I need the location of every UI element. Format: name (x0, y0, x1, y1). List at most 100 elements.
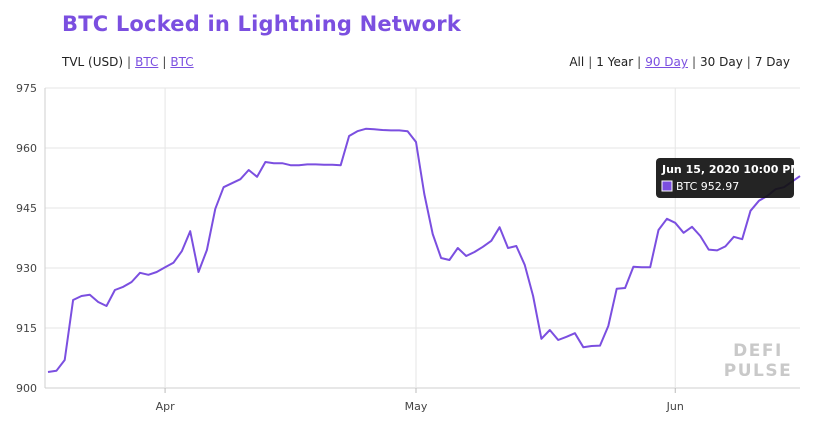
data-point[interactable] (473, 250, 477, 254)
data-point[interactable] (205, 248, 209, 252)
data-point[interactable] (171, 261, 175, 265)
data-point[interactable] (523, 263, 527, 267)
data-point[interactable] (46, 370, 50, 374)
tab-tvl-usd[interactable]: TVL (USD) (62, 55, 124, 69)
data-point[interactable] (673, 221, 677, 225)
data-point[interactable] (364, 127, 368, 131)
data-point[interactable] (623, 286, 627, 290)
data-point[interactable] (155, 270, 159, 274)
data-point[interactable] (723, 244, 727, 248)
data-point[interactable] (631, 265, 635, 269)
data-point[interactable] (431, 232, 435, 236)
data-point[interactable] (297, 163, 301, 167)
data-point[interactable] (355, 129, 359, 133)
data-point[interactable] (347, 134, 351, 138)
separator: | (691, 55, 697, 69)
range-all[interactable]: All (569, 55, 585, 69)
data-point[interactable] (740, 237, 744, 241)
data-point[interactable] (539, 337, 543, 341)
data-point[interactable] (96, 300, 100, 304)
data-point[interactable] (514, 244, 518, 248)
data-point[interactable] (573, 331, 577, 335)
data-point[interactable] (322, 163, 326, 167)
data-point[interactable] (640, 265, 644, 269)
data-point[interactable] (180, 249, 184, 253)
range-30-day[interactable]: 30 Day (700, 55, 743, 69)
data-point[interactable] (506, 246, 510, 250)
y-tick-label: 900 (16, 382, 37, 395)
data-point[interactable] (255, 175, 259, 179)
data-point[interactable] (138, 271, 142, 275)
data-point[interactable] (489, 239, 493, 243)
data-point[interactable] (406, 129, 410, 133)
tab-btc-2[interactable]: BTC (170, 55, 194, 69)
data-point[interactable] (414, 140, 418, 144)
data-point[interactable] (381, 128, 385, 132)
data-point[interactable] (289, 163, 293, 167)
data-point[interactable] (581, 345, 585, 349)
data-point[interactable] (565, 335, 569, 339)
y-tick-label: 915 (16, 322, 37, 335)
data-point[interactable] (71, 298, 75, 302)
data-point[interactable] (498, 225, 502, 229)
data-point[interactable] (105, 304, 109, 308)
data-point[interactable] (715, 248, 719, 252)
data-point[interactable] (598, 344, 602, 348)
data-point[interactable] (280, 161, 284, 165)
data-point[interactable] (590, 344, 594, 348)
data-point[interactable] (238, 177, 242, 181)
data-point[interactable] (422, 192, 426, 196)
data-point[interactable] (682, 231, 686, 235)
range-1-year[interactable]: 1 Year (596, 55, 634, 69)
data-point[interactable] (79, 294, 83, 298)
data-point[interactable] (749, 209, 753, 213)
data-point[interactable] (615, 287, 619, 291)
data-point[interactable] (339, 163, 343, 167)
data-point[interactable] (389, 128, 393, 132)
data-point[interactable] (757, 199, 761, 203)
data-point[interactable] (163, 265, 167, 269)
data-point[interactable] (188, 229, 192, 233)
data-point[interactable] (372, 127, 376, 131)
data-point[interactable] (397, 128, 401, 132)
data-point[interactable] (222, 185, 226, 189)
data-point[interactable] (121, 285, 125, 289)
data-point[interactable] (732, 235, 736, 239)
data-point[interactable] (113, 288, 117, 292)
range-7-day[interactable]: 7 Day (754, 55, 790, 69)
data-point[interactable] (54, 369, 58, 373)
data-point[interactable] (456, 246, 460, 250)
data-point[interactable] (88, 293, 92, 297)
data-point[interactable] (698, 234, 702, 238)
data-point[interactable] (464, 254, 468, 258)
data-point[interactable] (146, 273, 150, 277)
data-point[interactable] (657, 228, 661, 232)
data-point[interactable] (330, 163, 334, 167)
range-90-day[interactable]: 90 Day (645, 55, 688, 69)
data-point[interactable] (230, 181, 234, 185)
data-point[interactable] (447, 258, 451, 262)
data-point[interactable] (314, 162, 318, 166)
x-tick-label: Jun (666, 400, 684, 413)
data-point[interactable] (606, 324, 610, 328)
data-point[interactable] (439, 256, 443, 260)
watermark-pulse: PULSE (724, 361, 792, 381)
data-point[interactable] (665, 217, 669, 221)
data-point[interactable] (263, 160, 267, 164)
data-point[interactable] (197, 270, 201, 274)
data-point[interactable] (272, 161, 276, 165)
data-point[interactable] (548, 328, 552, 332)
data-point[interactable] (130, 280, 134, 284)
data-point[interactable] (531, 294, 535, 298)
data-point[interactable] (63, 358, 67, 362)
data-point[interactable] (648, 265, 652, 269)
data-point[interactable] (690, 225, 694, 229)
data-point[interactable] (213, 207, 217, 211)
data-point[interactable] (481, 245, 485, 249)
data-point[interactable] (305, 162, 309, 166)
data-point[interactable] (556, 338, 560, 342)
tab-btc[interactable]: BTC (135, 55, 159, 69)
data-point[interactable] (707, 248, 711, 252)
data-point[interactable] (247, 168, 251, 172)
